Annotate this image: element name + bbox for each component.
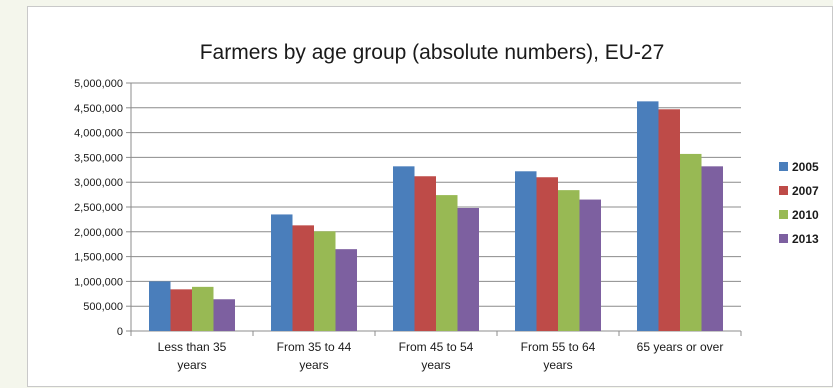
bar-2005-0 [149,281,171,331]
bar-2007-1 [292,225,314,331]
legend-swatch-2005 [779,162,788,171]
bar-2010-4 [680,153,702,331]
bar-2005-4 [637,101,659,332]
x-tick-label: Less than 35 years [158,340,227,372]
legend-label-2013: 2013 [792,232,819,246]
y-tick-label: 4,000,000 [74,128,123,140]
bar-2007-0 [170,289,192,331]
y-tick-label: 1,500,000 [74,252,123,264]
x-tick-label: From 35 to 44 years [277,340,352,372]
y-tick-label: 4,500,000 [74,103,123,115]
legend-swatch-2013 [779,234,788,243]
legend-swatch-2010 [779,210,788,219]
bar-2007-2 [414,176,436,331]
chart-frame: Farmers by age group (absolute numbers),… [27,6,833,387]
x-tick-label: From 55 to 64 years [521,340,596,372]
bar-2013-0 [213,299,235,331]
bar-2013-1 [335,249,357,331]
x-tick-label: From 45 to 54 years [399,340,474,372]
bar-2013-4 [701,166,723,331]
bar-2010-0 [192,286,214,331]
bar-2005-1 [271,214,293,331]
y-tick-label: 3,500,000 [74,152,123,164]
y-tick-label: 0 [117,326,123,338]
y-tick-label: 1,000,000 [74,276,123,288]
bar-2007-3 [536,177,558,331]
y-tick-label: 2,500,000 [74,202,123,214]
chart-svg: Farmers by age group (absolute numbers),… [74,41,819,372]
x-tick-label: 65 years or over [637,340,724,354]
bar-2005-2 [393,166,415,331]
legend-swatch-2007 [779,186,788,195]
legend-label-2007: 2007 [792,184,819,198]
bar-2010-3 [558,190,580,331]
bar-2010-2 [436,195,458,331]
chart-title: Farmers by age group (absolute numbers),… [200,41,665,64]
bar-2013-3 [579,199,601,331]
y-tick-label: 2,000,000 [74,227,123,239]
bar-2007-4 [658,109,680,332]
y-tick-label: 3,000,000 [74,177,123,189]
y-tick-label: 500,000 [83,301,123,313]
bar-2013-2 [457,207,479,331]
bar-2010-1 [314,231,336,331]
legend-label-2010: 2010 [792,208,819,222]
legend-label-2005: 2005 [792,160,819,174]
y-tick-label: 5,000,000 [74,78,123,90]
bar-2005-3 [515,171,537,331]
